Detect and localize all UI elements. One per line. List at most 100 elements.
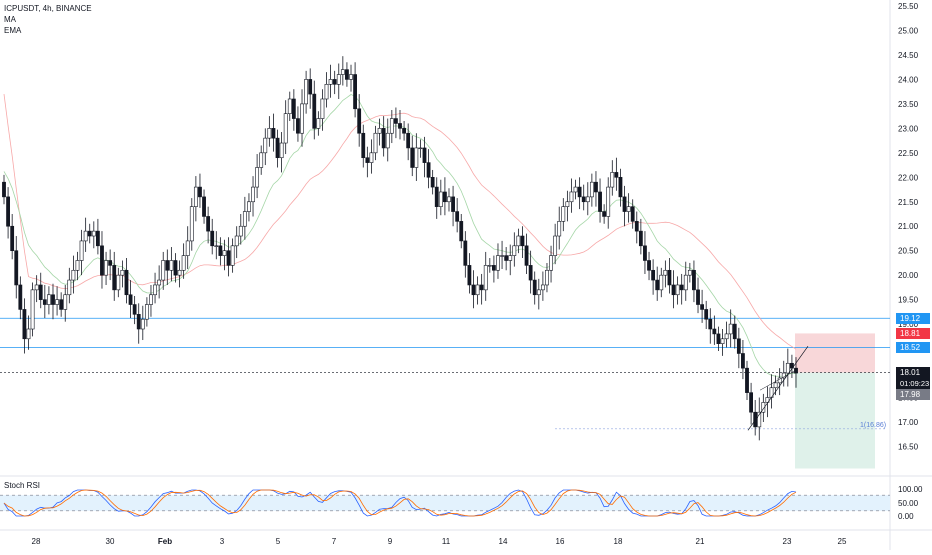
fib-label: 1(16.86): [860, 422, 886, 429]
candle-up: [487, 265, 492, 267]
candle-down: [136, 314, 141, 330]
candle-down: [708, 318, 713, 330]
candle-up: [663, 269, 668, 276]
candle-down: [165, 260, 170, 271]
candle-up: [300, 103, 304, 134]
wedge-line-lower: [747, 345, 809, 431]
candle-down: [732, 323, 737, 340]
ma-legend[interactable]: MA: [4, 15, 16, 24]
wedge-line-upper: [759, 370, 796, 391]
candle-down: [59, 299, 64, 310]
candle-down: [602, 211, 607, 217]
candle-down: [394, 118, 398, 124]
time-tick-label: 3: [220, 537, 225, 546]
candle-up: [557, 221, 562, 237]
candle-up: [247, 201, 251, 212]
stoch-d-line: [3, 489, 797, 517]
candle-down: [455, 211, 460, 222]
candle-up: [169, 260, 174, 271]
resistance-price-badge: 19.12: [896, 312, 930, 324]
candle-up: [91, 230, 96, 237]
candle-down: [87, 230, 92, 237]
candle-up: [516, 235, 521, 247]
candle-up: [447, 196, 451, 203]
rsi-legend[interactable]: Stoch RSI: [4, 481, 41, 490]
candle-up: [263, 137, 268, 154]
price-tick-label: 23.00: [898, 124, 919, 133]
candle-down: [614, 172, 619, 178]
support-price-badge: 18.52: [896, 342, 930, 354]
candle-down: [422, 147, 427, 163]
rsi-band: [0, 495, 890, 511]
symbol-title[interactable]: ICPUSDT, 4h, BINANCE: [4, 4, 92, 13]
candle-down: [794, 367, 798, 374]
candle-down: [692, 269, 696, 291]
candle-down: [206, 216, 211, 232]
candle-up: [259, 152, 264, 168]
candle-down: [716, 333, 721, 344]
candle-up: [140, 318, 145, 330]
candle-down: [173, 260, 178, 276]
rsi-tick-label: 0.00: [898, 512, 914, 521]
candle-down: [345, 69, 349, 80]
price-tick-label: 19.00: [898, 320, 919, 329]
candle-down: [643, 245, 647, 261]
candle-down: [671, 284, 676, 296]
price-tick-label: 25.00: [898, 26, 919, 35]
candle-up: [316, 118, 321, 129]
candle-down: [532, 279, 537, 296]
time-tick-label: 7: [332, 537, 337, 546]
candle-down: [667, 269, 672, 286]
stoch-k-line: [3, 489, 797, 517]
candle-up: [67, 279, 72, 296]
candle-up: [589, 181, 594, 198]
time-tick-label: 16: [556, 537, 565, 546]
candle-up: [659, 274, 664, 291]
candle-up: [177, 269, 182, 276]
candle-up: [222, 250, 227, 256]
candle-down: [271, 128, 276, 139]
candle-down: [451, 196, 455, 212]
price-tick-label: 20.50: [898, 247, 919, 256]
candle-up: [500, 255, 504, 257]
candle-up: [683, 274, 688, 291]
candle-up: [545, 269, 549, 286]
candle-up: [242, 211, 247, 227]
candle-down: [696, 289, 700, 305]
candle-down: [745, 367, 749, 393]
price-tick-label: 17.00: [898, 418, 919, 427]
time-tick-label: 25: [838, 537, 847, 546]
candle-up: [328, 79, 333, 85]
time-tick-label: 30: [106, 537, 115, 546]
candle-up: [606, 186, 611, 217]
candle-up: [185, 240, 190, 256]
candle-up: [785, 362, 790, 374]
candle-up: [238, 225, 243, 237]
candle-down: [128, 294, 133, 305]
candle-up: [773, 382, 778, 389]
candle-down: [528, 265, 533, 281]
chart-legend: ICPUSDT, 4h, BINANCE MA EMA: [4, 3, 92, 36]
candle-up: [157, 279, 162, 286]
candle-down: [598, 191, 602, 212]
candle-up: [181, 255, 186, 271]
candle-up: [765, 397, 770, 403]
candle-down: [491, 265, 496, 271]
candle-up: [720, 338, 725, 344]
ema-legend[interactable]: EMA: [4, 26, 22, 35]
candle-up: [340, 69, 345, 75]
candle-up: [267, 128, 272, 139]
candle-up: [287, 98, 292, 114]
stop-loss-zone: [795, 333, 875, 373]
candle-up: [561, 206, 566, 222]
candle-down: [577, 186, 582, 198]
candle-up: [189, 206, 194, 242]
candle-up: [777, 377, 782, 384]
candle-down: [618, 176, 623, 198]
candle-up: [71, 269, 76, 281]
candle-up: [79, 240, 84, 261]
candle-down: [430, 176, 435, 188]
candle-up: [193, 186, 198, 207]
